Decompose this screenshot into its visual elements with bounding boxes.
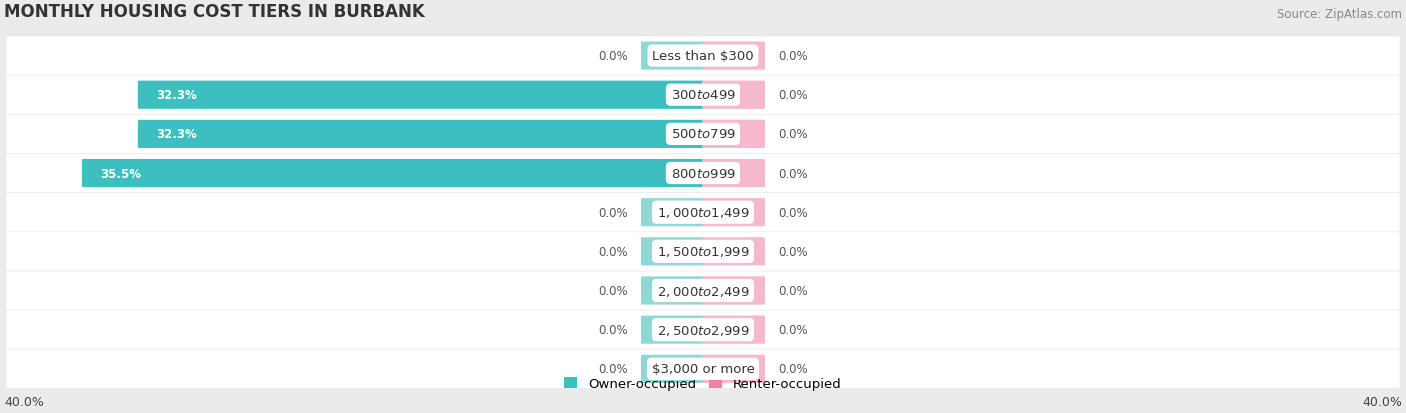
Text: 0.0%: 0.0% — [598, 245, 628, 258]
Text: $3,000 or more: $3,000 or more — [651, 363, 755, 375]
Text: 35.5%: 35.5% — [100, 167, 141, 180]
Text: $2,500 to $2,999: $2,500 to $2,999 — [657, 323, 749, 337]
Text: $500 to $799: $500 to $799 — [671, 128, 735, 141]
Text: $2,000 to $2,499: $2,000 to $2,499 — [657, 284, 749, 298]
FancyBboxPatch shape — [6, 154, 1400, 193]
FancyBboxPatch shape — [702, 237, 765, 266]
Text: 0.0%: 0.0% — [778, 206, 808, 219]
FancyBboxPatch shape — [6, 272, 1400, 310]
FancyBboxPatch shape — [702, 81, 765, 109]
FancyBboxPatch shape — [702, 159, 765, 188]
FancyBboxPatch shape — [641, 43, 704, 71]
Text: $800 to $999: $800 to $999 — [671, 167, 735, 180]
FancyBboxPatch shape — [6, 233, 1400, 271]
Text: 0.0%: 0.0% — [778, 323, 808, 336]
FancyBboxPatch shape — [702, 199, 765, 227]
Text: Source: ZipAtlas.com: Source: ZipAtlas.com — [1277, 8, 1402, 21]
FancyBboxPatch shape — [702, 355, 765, 383]
Text: $1,500 to $1,999: $1,500 to $1,999 — [657, 245, 749, 259]
Text: 40.0%: 40.0% — [1362, 396, 1402, 408]
FancyBboxPatch shape — [641, 277, 704, 305]
FancyBboxPatch shape — [702, 121, 765, 149]
FancyBboxPatch shape — [6, 350, 1400, 388]
FancyBboxPatch shape — [6, 37, 1400, 76]
Text: 0.0%: 0.0% — [778, 284, 808, 297]
FancyBboxPatch shape — [6, 115, 1400, 154]
FancyBboxPatch shape — [641, 316, 704, 344]
Text: 0.0%: 0.0% — [598, 323, 628, 336]
FancyBboxPatch shape — [702, 43, 765, 71]
FancyBboxPatch shape — [6, 76, 1400, 115]
Text: 32.3%: 32.3% — [156, 89, 197, 102]
FancyBboxPatch shape — [702, 316, 765, 344]
Text: Less than $300: Less than $300 — [652, 50, 754, 63]
Text: 0.0%: 0.0% — [598, 206, 628, 219]
FancyBboxPatch shape — [641, 199, 704, 227]
Text: 0.0%: 0.0% — [778, 50, 808, 63]
Legend: Owner-occupied, Renter-occupied: Owner-occupied, Renter-occupied — [560, 372, 846, 395]
Text: 32.3%: 32.3% — [156, 128, 197, 141]
Text: $300 to $499: $300 to $499 — [671, 89, 735, 102]
Text: 0.0%: 0.0% — [778, 245, 808, 258]
Text: 0.0%: 0.0% — [778, 363, 808, 375]
FancyBboxPatch shape — [641, 355, 704, 383]
FancyBboxPatch shape — [6, 194, 1400, 232]
FancyBboxPatch shape — [138, 81, 704, 109]
FancyBboxPatch shape — [6, 311, 1400, 349]
FancyBboxPatch shape — [702, 277, 765, 305]
Text: $1,000 to $1,499: $1,000 to $1,499 — [657, 206, 749, 220]
Text: 0.0%: 0.0% — [598, 363, 628, 375]
Text: 0.0%: 0.0% — [778, 128, 808, 141]
Text: 0.0%: 0.0% — [598, 50, 628, 63]
FancyBboxPatch shape — [82, 159, 704, 188]
Text: 0.0%: 0.0% — [778, 167, 808, 180]
FancyBboxPatch shape — [138, 121, 704, 149]
Text: 0.0%: 0.0% — [778, 89, 808, 102]
Text: 40.0%: 40.0% — [4, 396, 44, 408]
Text: 0.0%: 0.0% — [598, 284, 628, 297]
FancyBboxPatch shape — [641, 237, 704, 266]
Text: MONTHLY HOUSING COST TIERS IN BURBANK: MONTHLY HOUSING COST TIERS IN BURBANK — [4, 3, 425, 21]
